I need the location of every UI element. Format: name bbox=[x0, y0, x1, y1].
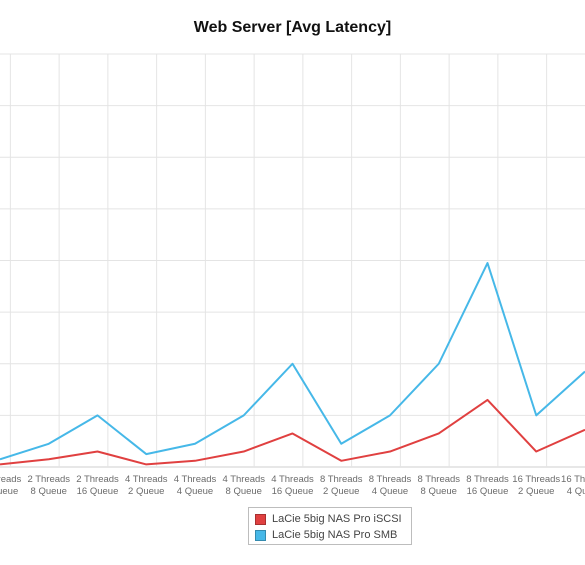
x-tick-label: 8 Threads bbox=[320, 474, 363, 485]
x-tick-label: 8 Threads bbox=[466, 474, 509, 485]
legend-swatch-smb bbox=[255, 529, 266, 541]
x-tick-label: 4 Threads bbox=[271, 474, 314, 485]
legend-item-smb[interactable]: LaCie 5big NAS Pro SMB bbox=[255, 527, 405, 543]
legend-item-iscsi[interactable]: LaCie 5big NAS Pro iSCSI bbox=[255, 511, 405, 527]
legend-label-smb: LaCie 5big NAS Pro SMB bbox=[272, 529, 398, 541]
x-tick-label: 16 Queue bbox=[272, 486, 314, 497]
x-tick-label: 8 Queue bbox=[31, 486, 67, 497]
grid-lines bbox=[0, 53, 585, 468]
x-tick-label: 1 Threads bbox=[0, 474, 22, 485]
x-tick-label: 4 Threads bbox=[174, 474, 217, 485]
x-tick-label: 2 Queue bbox=[518, 486, 554, 497]
x-tick-label: 4 Queue bbox=[567, 486, 585, 497]
x-tick-label: 4 Threads bbox=[222, 474, 265, 485]
chart-title: Web Server [Avg Latency] bbox=[193, 19, 392, 36]
x-tick-label: 16 Queue bbox=[467, 486, 509, 497]
legend-label-iscsi: LaCie 5big NAS Pro iSCSI bbox=[272, 513, 402, 525]
x-tick-label: 4 Queue bbox=[177, 486, 213, 497]
x-tick-label: 8 Threads bbox=[369, 474, 412, 485]
x-tick-label: 2 Queue bbox=[128, 486, 164, 497]
legend: LaCie 5big NAS Pro iSCSI LaCie 5big NAS … bbox=[248, 507, 412, 545]
x-tick-label: 8 Queue bbox=[421, 486, 457, 497]
x-tick-label: 16 Threads bbox=[512, 474, 560, 485]
x-tick-label: 16 Queue bbox=[77, 486, 119, 497]
x-tick-label: 8 Threads bbox=[417, 474, 460, 485]
x-tick-label: 1 Queue bbox=[0, 486, 18, 497]
series-line-0 bbox=[0, 398, 585, 466]
x-tick-label: 16 Threads bbox=[561, 474, 585, 485]
series-line-1 bbox=[0, 262, 585, 461]
x-tick-label: 8 Queue bbox=[226, 486, 262, 497]
x-tick-label: 2 Queue bbox=[323, 486, 359, 497]
x-tick-label: 4 Threads bbox=[125, 474, 168, 485]
x-tick-label: 2 Threads bbox=[27, 474, 70, 485]
series-lines bbox=[0, 262, 585, 466]
x-tick-label: 2 Threads bbox=[76, 474, 119, 485]
legend-swatch-iscsi bbox=[255, 513, 266, 525]
x-tick-label: 4 Queue bbox=[372, 486, 408, 497]
